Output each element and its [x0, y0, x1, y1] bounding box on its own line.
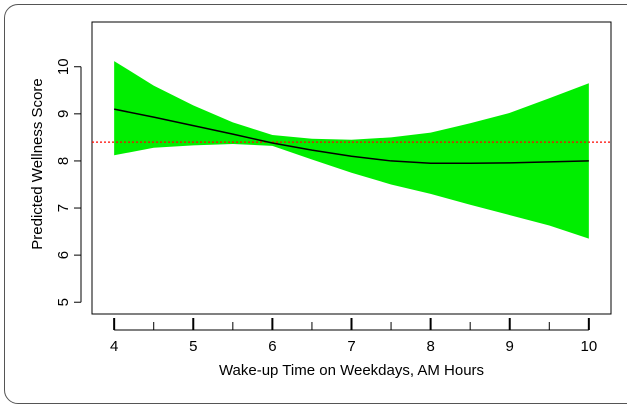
x-tick-label: 9 [506, 338, 514, 355]
confidence-band [114, 61, 589, 239]
x-tick-label: 6 [268, 338, 276, 355]
x-axis-title: Wake-up Time on Weekdays, AM Hours [219, 362, 484, 379]
x-axis: 4 5 6 7 8 9 10 [110, 318, 597, 355]
x-tick-label: 4 [110, 338, 118, 355]
wellness-chart: 4 5 6 7 8 9 10 5 6 7 8 9 10 Wake-up Time on Weekday… [29, 21, 612, 379]
x-tick-label: 5 [189, 338, 197, 355]
y-tick-label: 9 [55, 110, 72, 118]
y-tick-label: 8 [55, 157, 72, 165]
x-tick-label: 8 [426, 338, 434, 355]
y-tick-label: 5 [55, 298, 72, 306]
y-axis-title: Predicted Wellness Score [29, 78, 46, 249]
plot-area-box [91, 21, 612, 315]
y-axis: 5 6 7 8 9 10 [55, 58, 82, 306]
x-tick-label: 7 [347, 338, 355, 355]
y-tick-label: 7 [55, 204, 72, 212]
y-tick-label: 6 [55, 251, 72, 259]
y-tick-label: 10 [55, 58, 72, 75]
x-tick-label: 10 [581, 338, 598, 355]
fit-line [114, 108, 589, 165]
